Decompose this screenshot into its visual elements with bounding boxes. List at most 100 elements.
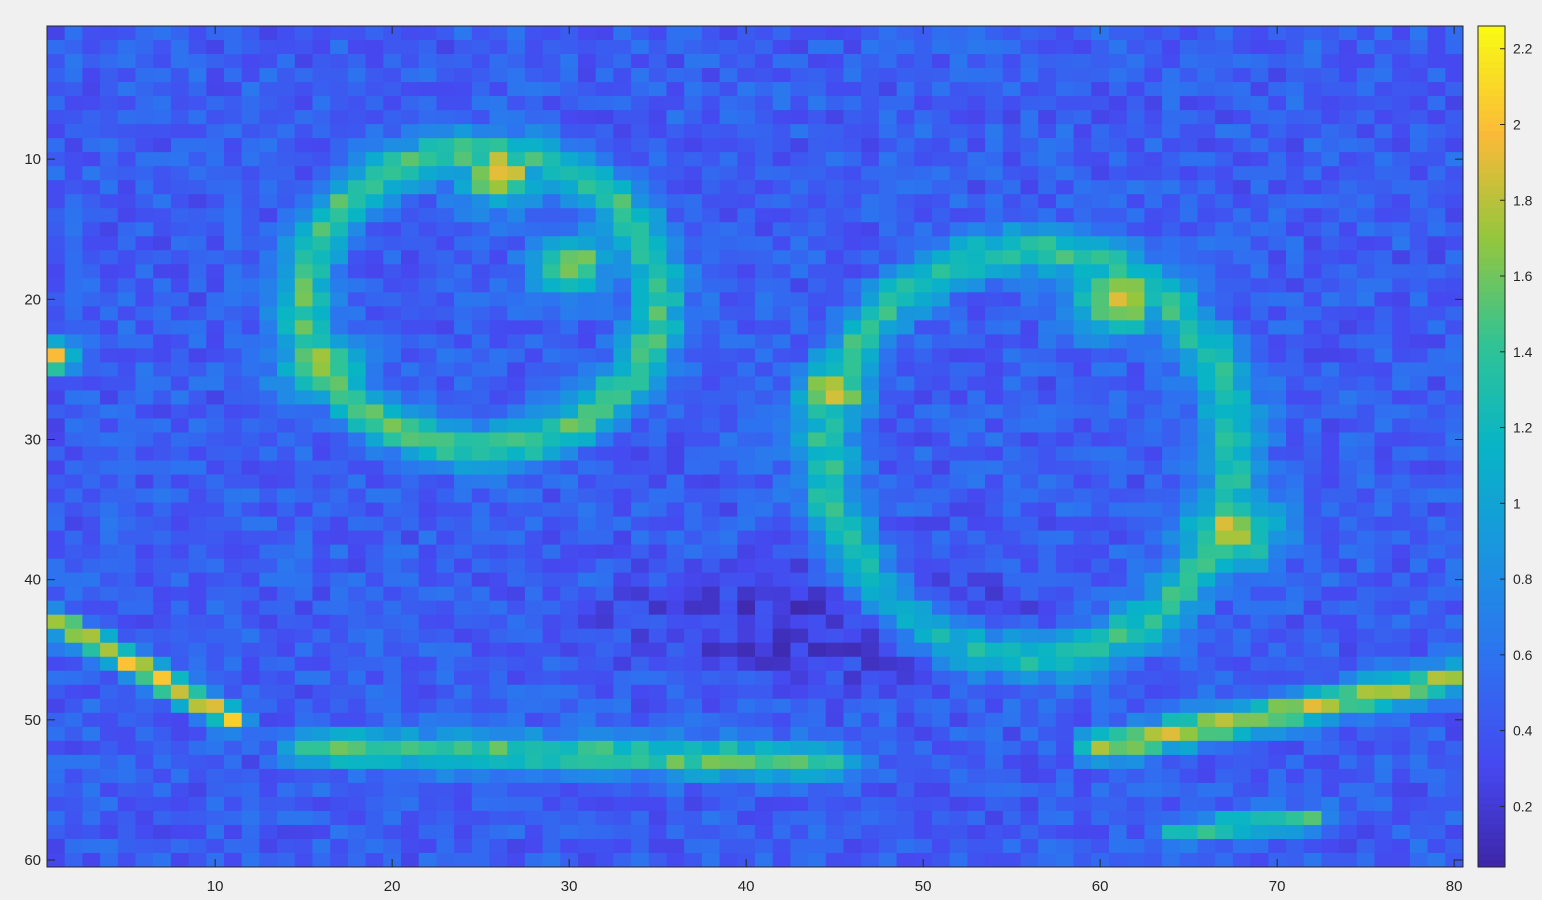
heatmap-cell — [1073, 96, 1092, 111]
heatmap-cell — [206, 222, 225, 237]
heatmap-cell — [117, 698, 136, 714]
heatmap-cell — [1232, 544, 1251, 560]
heatmap-cell — [755, 110, 774, 125]
heatmap-cell — [224, 152, 243, 167]
heatmap-cell — [631, 26, 650, 41]
heatmap-cell — [755, 488, 774, 503]
heatmap-cell — [1126, 698, 1145, 714]
heatmap-cell — [825, 194, 844, 209]
heatmap-cell — [825, 558, 844, 574]
heatmap-cell — [949, 432, 968, 447]
heatmap-cell — [949, 292, 968, 307]
heatmap-cell — [1162, 194, 1181, 209]
heatmap-cell — [507, 782, 526, 798]
heatmap-cell — [294, 488, 313, 503]
heatmap-cell — [188, 572, 207, 588]
heatmap-cell — [454, 26, 473, 41]
heatmap-cell — [631, 404, 650, 419]
heatmap-cell — [666, 754, 685, 770]
heatmap-cell — [1321, 544, 1340, 560]
heatmap-cell — [347, 544, 366, 560]
heatmap-cell — [595, 404, 614, 419]
heatmap-cell — [932, 96, 951, 111]
colorbar-segment — [1478, 271, 1505, 279]
heatmap-cell — [949, 726, 968, 742]
heatmap-cell — [170, 166, 189, 181]
heatmap-cell — [1144, 404, 1163, 419]
heatmap-cell — [825, 418, 844, 433]
heatmap-cell — [1197, 754, 1216, 770]
heatmap-cell — [861, 670, 880, 686]
heatmap-cell — [542, 684, 561, 700]
heatmap-cell — [949, 194, 968, 209]
heatmap-cell — [1268, 810, 1287, 826]
heatmap-cell — [259, 684, 278, 700]
heatmap-cell — [1339, 292, 1358, 307]
heatmap-cell — [578, 194, 597, 209]
heatmap-cell — [1091, 110, 1110, 125]
heatmap-cell — [949, 810, 968, 826]
heatmap-cell — [170, 362, 189, 377]
heatmap-cell — [294, 572, 313, 588]
heatmap-cell — [578, 656, 597, 672]
heatmap-cell — [1268, 544, 1287, 560]
heatmap-cell — [666, 54, 685, 69]
heatmap-cell — [507, 222, 526, 237]
heatmap-cell — [153, 782, 172, 798]
heatmap-cell — [631, 796, 650, 812]
heatmap-cell — [719, 96, 738, 111]
heatmap-cell — [1356, 642, 1375, 658]
heatmap-cell — [1162, 726, 1181, 742]
heatmap-cell — [684, 264, 703, 279]
heatmap-cell — [1427, 824, 1446, 840]
heatmap-cell — [1321, 628, 1340, 644]
heatmap-cell — [808, 222, 827, 237]
heatmap-cell — [330, 432, 349, 447]
heatmap-cell — [1126, 264, 1145, 279]
heatmap-cell — [878, 292, 897, 307]
heatmap-cell — [1144, 474, 1163, 489]
heatmap-cell — [631, 236, 650, 251]
heatmap-cell — [1286, 460, 1305, 475]
heatmap-cell — [1303, 768, 1322, 784]
heatmap-cell — [1073, 222, 1092, 237]
heatmap-cell — [878, 320, 897, 335]
heatmap-cell — [277, 194, 296, 209]
heatmap-cell — [1109, 754, 1128, 770]
heatmap-cell — [684, 572, 703, 588]
heatmap-cell — [1073, 628, 1092, 644]
heatmap-cell — [170, 838, 189, 854]
heatmap-cell — [312, 656, 331, 672]
heatmap-cell — [259, 432, 278, 447]
heatmap-cell — [1356, 460, 1375, 475]
heatmap-cell — [772, 530, 791, 546]
heatmap-cell — [1286, 250, 1305, 265]
heatmap-cell — [595, 572, 614, 588]
heatmap-cell — [1232, 628, 1251, 644]
heatmap-cell — [1055, 460, 1074, 475]
heatmap-cell — [507, 96, 526, 111]
heatmap-cell — [100, 432, 119, 447]
heatmap-cell — [914, 404, 933, 419]
colorbar-segment — [1478, 201, 1505, 209]
heatmap-cell — [1038, 432, 1057, 447]
heatmap-cell — [1232, 516, 1251, 531]
heatmap-cell — [524, 292, 543, 307]
heatmap-cell — [507, 306, 526, 321]
heatmap-cell — [330, 740, 349, 756]
heatmap-cell — [613, 68, 632, 83]
heatmap-cell — [861, 754, 880, 770]
heatmap-cell — [347, 320, 366, 335]
heatmap-cell — [188, 390, 207, 405]
heatmap-cell — [1073, 166, 1092, 181]
heatmap-cell — [1091, 488, 1110, 503]
heatmap-cell — [1197, 586, 1216, 602]
heatmap-cell — [241, 446, 260, 461]
heatmap-cell — [648, 838, 667, 854]
heatmap-cell — [1339, 586, 1358, 602]
heatmap-cell — [1038, 236, 1057, 251]
heatmap-cell — [631, 768, 650, 784]
heatmap-cell — [436, 684, 455, 700]
heatmap-cell — [542, 530, 561, 546]
heatmap-cell — [1374, 390, 1393, 405]
